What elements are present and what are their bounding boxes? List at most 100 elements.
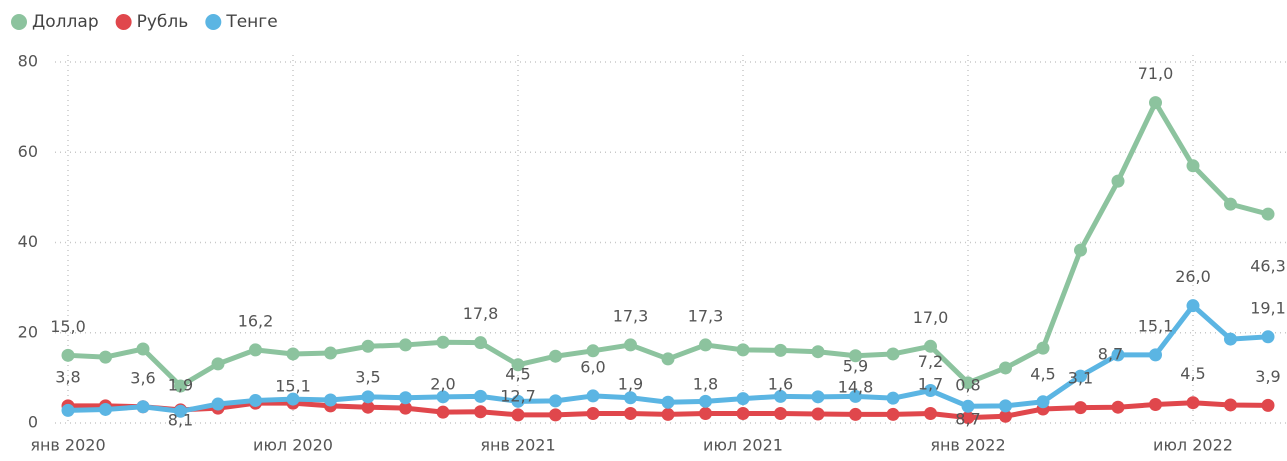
data-point — [999, 409, 1012, 423]
annotation: 5,9 — [843, 357, 868, 376]
data-point — [586, 407, 600, 421]
x-tick-label: янв 2022 — [930, 436, 1005, 455]
data-point — [1261, 330, 1275, 344]
data-point — [961, 399, 975, 413]
data-point — [1111, 400, 1125, 414]
annotation: 12,7 — [500, 386, 536, 405]
data-point — [1111, 348, 1125, 362]
annotation: 3,5 — [355, 367, 380, 386]
data-point — [586, 389, 600, 403]
data-point — [361, 339, 375, 353]
data-label: 3,9 — [1255, 367, 1280, 386]
data-point — [999, 361, 1012, 375]
data-point — [99, 350, 112, 364]
annotation: 1,7 — [918, 375, 943, 394]
data-point — [249, 343, 262, 357]
data-point — [811, 390, 825, 404]
data-point — [211, 397, 225, 411]
data-point — [774, 389, 787, 403]
data-label: 17,8 — [463, 304, 499, 323]
data-point — [624, 407, 637, 421]
data-point — [624, 338, 637, 352]
data-point — [1074, 243, 1087, 257]
data-point — [399, 391, 412, 405]
data-point — [99, 402, 112, 416]
y-tick-label: 60 — [18, 142, 38, 161]
data-point — [324, 346, 337, 360]
x-tick-label: июл 2022 — [1153, 436, 1233, 455]
annotation: 6,0 — [580, 357, 605, 376]
data-point — [399, 338, 412, 352]
annotation: 8,1 — [168, 411, 193, 430]
data-point — [174, 404, 187, 418]
data-point — [661, 395, 675, 409]
data-label: 15,1 — [1138, 316, 1174, 335]
annotation: 8,7 — [1098, 344, 1123, 363]
data-point — [361, 400, 375, 414]
data-point — [999, 399, 1012, 413]
annotation: 1,9 — [168, 375, 193, 394]
data-point — [1261, 207, 1275, 221]
annotation: 1,6 — [768, 375, 793, 394]
data-point — [136, 342, 150, 356]
data-point — [1036, 395, 1050, 409]
data-point — [849, 389, 862, 403]
x-tick-label: июл 2021 — [703, 436, 783, 455]
data-point — [924, 384, 937, 398]
data-point — [286, 392, 300, 406]
data-point — [474, 389, 487, 403]
data-point — [1149, 397, 1162, 411]
data-point — [699, 338, 712, 352]
data-label: 16,2 — [238, 311, 274, 330]
data-point — [774, 407, 787, 421]
data-point — [886, 391, 900, 405]
legend-label: Тенге — [225, 12, 277, 32]
data-point — [549, 408, 562, 422]
data-point — [436, 405, 450, 419]
data-point — [1074, 401, 1087, 415]
data-point — [1224, 197, 1237, 211]
x-tick-label: июл 2020 — [253, 436, 333, 455]
data-point — [211, 357, 225, 371]
data-label: 17,3 — [688, 306, 724, 325]
data-point — [924, 339, 937, 353]
data-point — [774, 343, 787, 357]
data-point — [811, 407, 825, 421]
annotation: 2,0 — [430, 375, 455, 394]
legend-label: Рубль — [137, 12, 189, 32]
legend-label: Доллар — [32, 12, 99, 32]
data-point — [961, 376, 975, 390]
data-point — [811, 345, 825, 359]
data-point — [886, 347, 900, 361]
data-point — [1111, 174, 1125, 188]
data-point — [361, 390, 375, 404]
legend-marker — [11, 14, 27, 30]
legend-marker — [205, 14, 222, 30]
data-label: 46,3 — [1250, 257, 1286, 276]
data-point — [474, 405, 487, 419]
data-point — [1186, 299, 1200, 313]
data-label: 17,3 — [613, 306, 649, 325]
data-label: 26,0 — [1175, 267, 1211, 286]
annotation: 1,9 — [618, 375, 643, 394]
data-label: 3,8 — [55, 367, 80, 386]
y-tick-label: 20 — [18, 322, 38, 341]
data-label: 17,0 — [913, 308, 949, 327]
data-point — [436, 335, 450, 349]
data-point — [1261, 398, 1275, 412]
data-point — [924, 407, 937, 421]
data-point — [1224, 332, 1237, 346]
data-point — [174, 379, 187, 393]
data-label: 7,2 — [918, 352, 943, 371]
data-point — [961, 411, 975, 425]
annotation: 14,8 — [838, 377, 874, 396]
data-label: 4,5 — [1180, 364, 1205, 383]
data-point — [849, 407, 862, 421]
data-point — [286, 347, 300, 361]
x-tick-label: янв 2020 — [30, 436, 105, 455]
annotation: 15,1 — [275, 376, 311, 395]
data-point — [61, 348, 75, 362]
data-point — [136, 400, 150, 414]
series-line — [67, 100, 1269, 389]
